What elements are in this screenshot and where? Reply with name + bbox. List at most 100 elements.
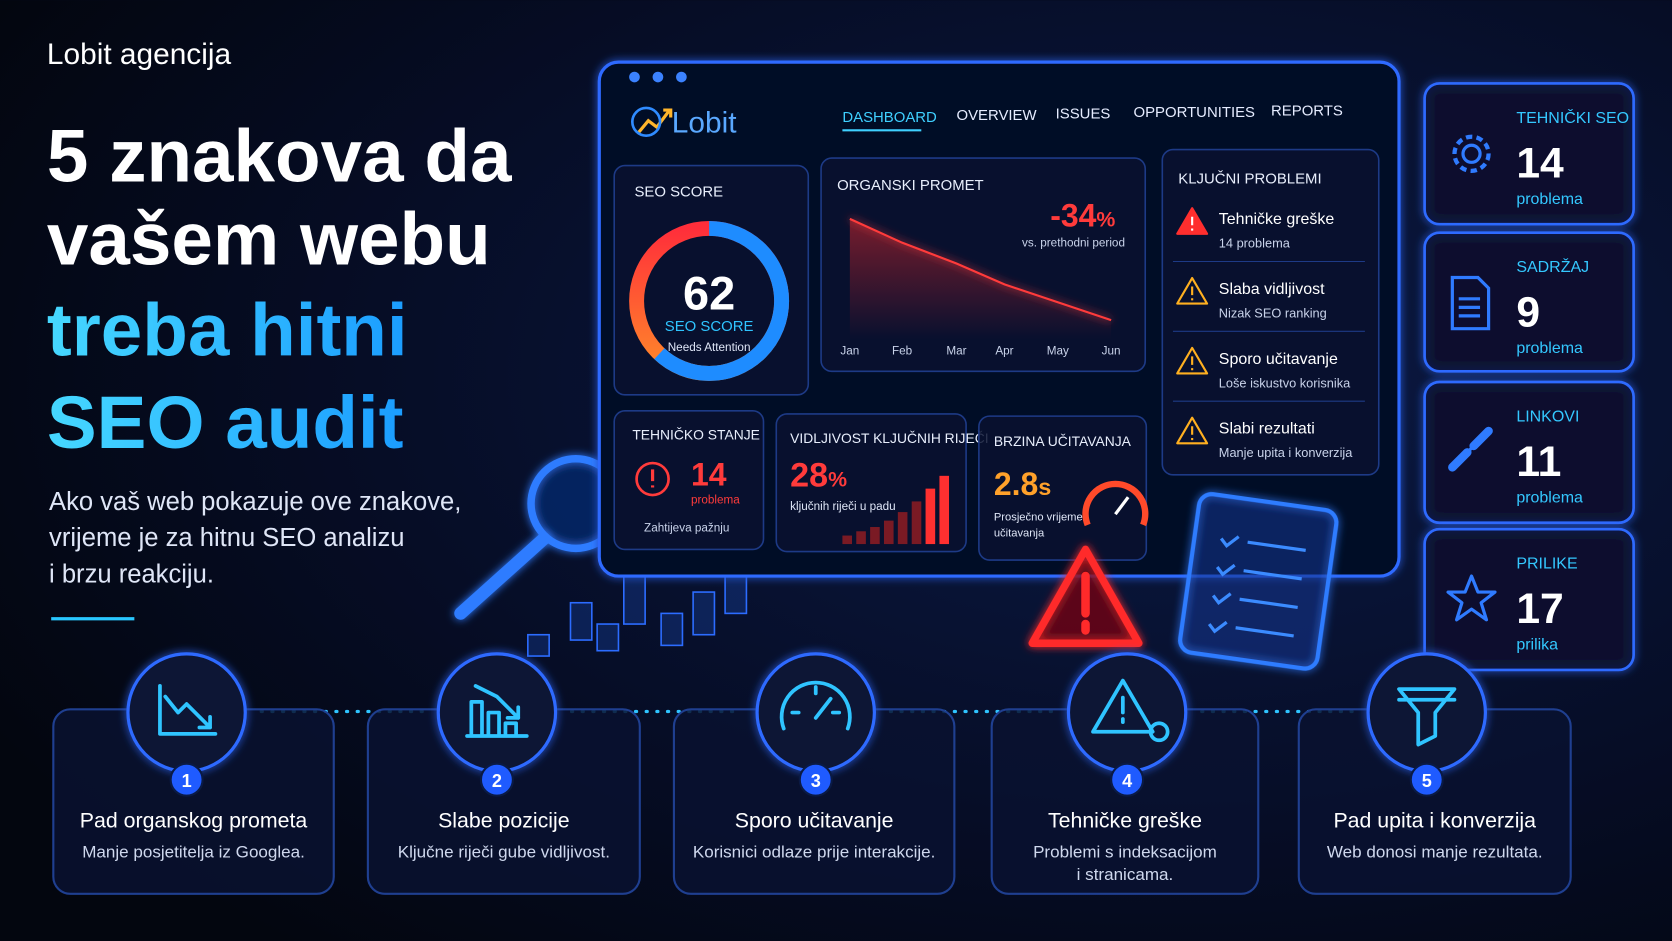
icon-shape [1450, 275, 1491, 331]
step-number: 2 [492, 771, 502, 791]
card-title: BRZINA UČITAVANJA [994, 433, 1132, 449]
speed-value: 2.8s [994, 466, 1051, 502]
side-value: 11 [1516, 438, 1561, 486]
side-card [1423, 527, 1635, 672]
window-dot [676, 71, 687, 83]
side-label: LINKOVI [1516, 408, 1579, 425]
headline-line: SEO audit [47, 380, 404, 464]
month-label: Apr [995, 344, 1013, 357]
step-title: Sporo učitavanje [735, 809, 894, 833]
deco-bar [660, 612, 684, 647]
step-icon [465, 684, 529, 738]
step-icon [158, 684, 218, 736]
card-title: TEHNIČKO STANJE [632, 427, 760, 443]
nav-item[interactable]: OVERVIEW [956, 107, 1037, 124]
dashboard-brand: Lobit [672, 106, 737, 139]
speed-unit: s [1038, 474, 1051, 500]
side-unit: problema [1516, 191, 1583, 208]
problem-detail: Loše iskustvo korisnika [1219, 375, 1351, 390]
step-circle [1066, 652, 1188, 773]
side-unit: problema [1516, 340, 1583, 357]
checklist-item [1211, 592, 1298, 609]
card-title: KLJUČNI PROBLEMI [1178, 171, 1321, 188]
nav-item[interactable]: REPORTS [1271, 102, 1343, 119]
subtitle-line: Ako vaš web pokazuje ove znakove, [49, 488, 461, 516]
checklist-item [1207, 620, 1294, 638]
deco-bar [883, 520, 894, 545]
score-arc [629, 220, 790, 381]
card-title: SEO SCORE [634, 183, 723, 200]
problem-title: Slaba vidljivost [1219, 281, 1325, 298]
card-title: VIDLJIVOST KLJUČNIH RIJEČI [790, 430, 988, 446]
side-unit: prilika [1516, 637, 1558, 654]
side-icon [1450, 275, 1491, 331]
problem-title: Tehničke greške [1219, 211, 1335, 228]
speed-card [978, 415, 1148, 561]
step-title: Slabe pozicije [438, 809, 570, 833]
traffic-change: -34% [1050, 197, 1115, 233]
problems-card [1161, 148, 1380, 476]
step-title: Pad organskog prometa [80, 809, 308, 833]
nav-item[interactable]: OPPORTUNITIES [1134, 104, 1256, 121]
step-number: 4 [1122, 771, 1132, 791]
side-label: TEHNIČKI SEO [1516, 108, 1629, 127]
traffic-line [849, 217, 1112, 322]
score-card [613, 164, 810, 396]
window-dot [629, 71, 640, 83]
side-icon [1446, 574, 1497, 622]
checklist-item [1215, 563, 1302, 581]
visibility-value: 28% [790, 456, 847, 494]
side-label: PRILIKE [1516, 556, 1577, 573]
score-value: 62 [683, 267, 735, 319]
step-badge [1409, 762, 1444, 797]
step-icon [1091, 678, 1170, 743]
problem-detail: 14 problema [1219, 236, 1291, 251]
gauge [1082, 480, 1149, 527]
step-badge [1110, 762, 1145, 797]
headline-line: 5 znakova da [47, 114, 512, 198]
deco-bar [596, 623, 620, 652]
step-title: Pad upita i konverzija [1333, 809, 1536, 833]
headline-line: vašem webu [47, 197, 491, 281]
deco-bar [939, 475, 950, 545]
side-value: 9 [1516, 289, 1540, 337]
speed-note: Prosječno vrijeme [994, 512, 1083, 524]
speed-note: učitavanja [994, 528, 1045, 540]
side-card [1423, 82, 1635, 226]
month-label: Mar [946, 344, 966, 357]
side-value: 17 [1516, 585, 1563, 633]
warning-icon [1176, 276, 1209, 305]
month-label: Jun [1102, 344, 1121, 357]
step-badge [798, 762, 833, 797]
deco-bar [911, 501, 922, 545]
step-icon [779, 680, 852, 731]
change-value: -34 [1050, 197, 1096, 233]
checklist-item [1219, 535, 1306, 552]
deco-bar [925, 488, 936, 545]
icon-shape [1459, 436, 1484, 460]
technical-note: Zahtijeva pažnju [644, 521, 729, 534]
change-unit: % [1096, 207, 1115, 231]
step-description: Manje posjetitelja iz Googlea. [82, 843, 305, 862]
deco-bar [623, 569, 646, 625]
deco-bar [692, 591, 716, 636]
deco-bar [856, 531, 866, 545]
magnifier-handle [454, 532, 551, 620]
traffic-note: vs. prethodni period [1022, 237, 1125, 250]
brand: Lobit agencija [47, 38, 232, 71]
deco-bar [842, 535, 852, 545]
clipboard [1178, 492, 1339, 671]
logo-icon [636, 108, 673, 135]
step-circle [126, 652, 247, 773]
window-dot [652, 71, 664, 83]
step-circle [755, 652, 876, 773]
problem-title: Slabi rezultati [1219, 421, 1315, 438]
nav-item[interactable]: DASHBOARD [842, 109, 937, 126]
month-label: May [1047, 344, 1069, 357]
step-description: i stranicama. [1077, 865, 1174, 884]
nav-item[interactable]: ISSUES [1056, 106, 1111, 123]
step-title: Tehničke greške [1048, 809, 1202, 833]
alert-icon [635, 461, 670, 497]
step-badge [479, 762, 514, 797]
